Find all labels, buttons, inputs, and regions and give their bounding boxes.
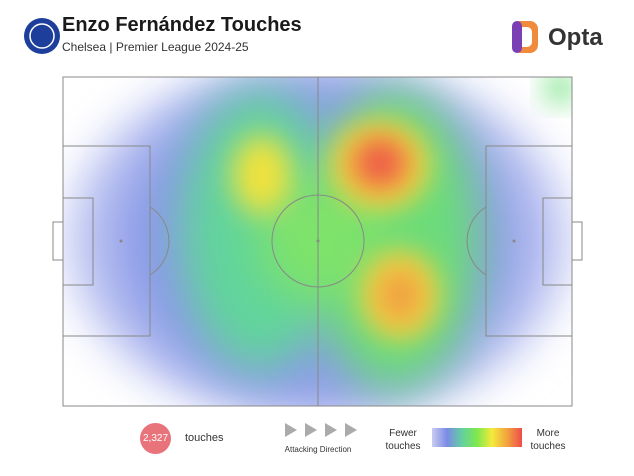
- legend-low: Fewer touches: [385, 428, 421, 452]
- direction-arrows: [285, 423, 357, 437]
- legend-gradient: [432, 428, 522, 447]
- penalty-spot: [512, 239, 516, 243]
- direction-label: Attacking Direction: [284, 445, 352, 454]
- center-spot: [316, 239, 320, 243]
- touch-label: touches: [185, 432, 224, 444]
- touch-count: 2,327: [140, 423, 171, 454]
- legend-high: More touches: [530, 428, 566, 452]
- subtitle: Chelsea | Premier League 2024-25: [62, 40, 249, 54]
- brand-name: Opta: [548, 24, 603, 51]
- penalty-spot: [119, 239, 123, 243]
- badge-ring: [29, 23, 55, 49]
- title: Enzo Fernández Touches: [62, 14, 302, 36]
- brand-logo-left: [512, 21, 522, 53]
